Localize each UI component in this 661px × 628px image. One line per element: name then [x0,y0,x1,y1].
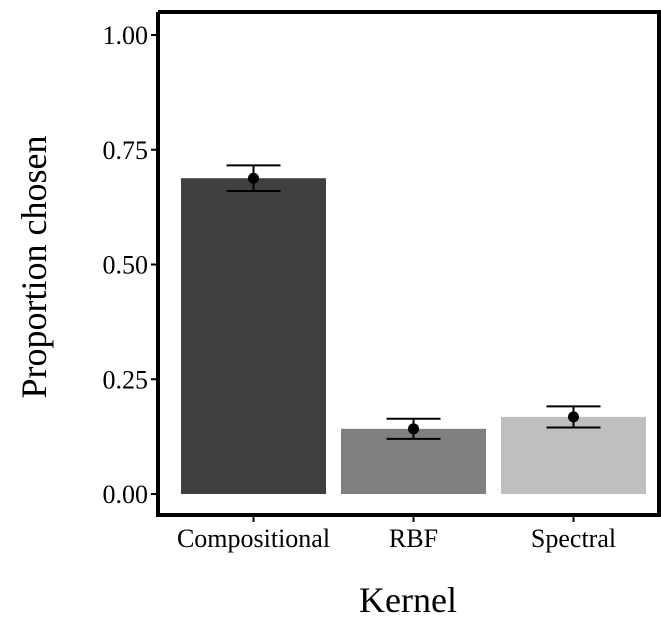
x-tick-label-spectral: Spectral [531,524,616,553]
bars-layer [181,178,646,494]
x-tick-label-compositional: Compositional [177,524,330,553]
point-rbf [408,423,419,435]
error-bars-layer [226,164,601,440]
x-ticks-layer: Compositional RBF Spectral [177,515,616,553]
y-tick-label: 1.00 [103,21,149,50]
bar-spectral [501,416,646,494]
y-tick-label: 0.00 [103,480,149,509]
y-tick-label: 0.75 [103,136,149,165]
y-ticks-layer: 0.00 0.25 0.50 0.75 1.00 [103,21,158,509]
x-axis-title: Kernel [359,580,457,620]
y-axis-title: Proportion chosen [14,136,54,399]
bar-compositional [181,178,326,494]
points-layer [248,172,579,435]
y-tick-label: 0.25 [103,365,149,394]
y-tick-label: 0.50 [103,251,149,280]
point-spectral [568,411,579,423]
point-compositional [248,172,259,184]
x-tick-label-rbf: RBF [389,524,438,553]
